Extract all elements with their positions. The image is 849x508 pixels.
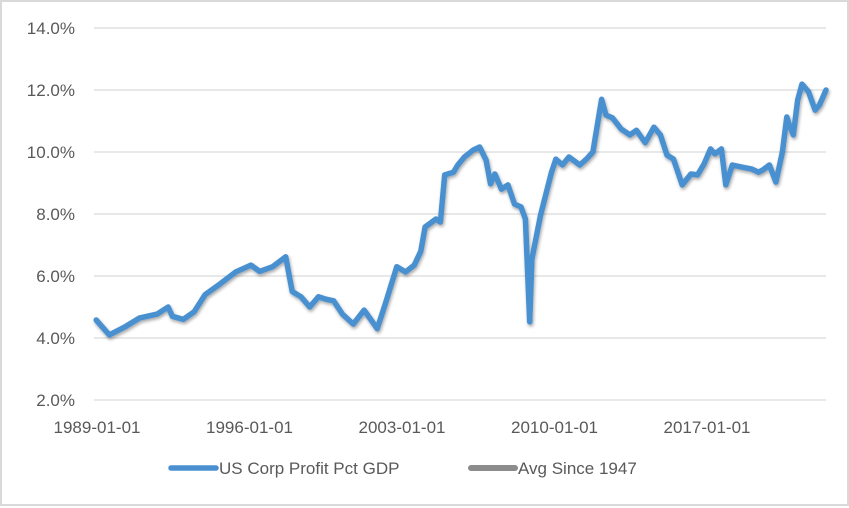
x-tick-label: 2010-01-01 [511,418,598,437]
x-tick-label: 1989-01-01 [54,418,141,437]
y-tick-label: 6.0% [36,267,75,286]
y-tick-label: 14.0% [27,19,75,38]
y-tick-label: 8.0% [36,205,75,224]
y-tick-label: 4.0% [36,329,75,348]
y-tick-label: 10.0% [27,143,75,162]
x-tick-label: 1996-01-01 [206,418,293,437]
y-axis-ticks: 2.0% 4.0% 6.0% 8.0% 10.0% 12.0% 14.0% [27,19,75,410]
x-axis-ticks: 1989-01-01 1996-01-01 2003-01-01 2010-01… [54,418,751,437]
x-tick-label: 2003-01-01 [359,418,446,437]
legend-label-us-corp-profit: US Corp Profit Pct GDP [219,459,399,478]
y-tick-label: 2.0% [36,391,75,410]
legend: US Corp Profit Pct GDP Avg Since 1947 [168,459,637,478]
gridlines [94,27,826,401]
legend-label-avg-since-1947: Avg Since 1947 [518,459,637,478]
x-tick-label: 2017-01-01 [664,418,751,437]
y-tick-label: 12.0% [27,81,75,100]
series-line-us-corp-profit [93,81,829,338]
series-layer [93,81,829,338]
